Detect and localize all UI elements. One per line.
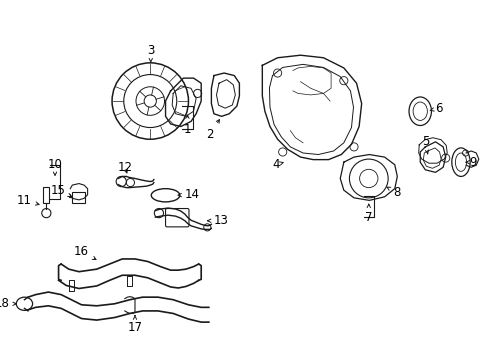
Text: 9: 9 xyxy=(465,156,476,169)
Text: 3: 3 xyxy=(147,44,154,62)
Text: 17: 17 xyxy=(127,316,142,334)
Text: 18: 18 xyxy=(0,297,16,310)
Text: 10: 10 xyxy=(47,158,62,175)
Text: 8: 8 xyxy=(386,186,400,199)
Text: 5: 5 xyxy=(421,135,428,154)
Text: 16: 16 xyxy=(74,245,96,260)
Text: 14: 14 xyxy=(178,188,199,201)
Text: 12: 12 xyxy=(117,161,132,174)
Text: 15: 15 xyxy=(50,184,71,197)
Text: 11: 11 xyxy=(17,194,39,207)
Text: 2: 2 xyxy=(206,120,219,141)
Text: 7: 7 xyxy=(364,204,372,224)
Text: 1: 1 xyxy=(183,115,191,136)
Text: 4: 4 xyxy=(272,158,283,171)
Text: 13: 13 xyxy=(207,214,228,227)
Bar xyxy=(72,192,84,203)
Bar xyxy=(43,186,49,203)
Text: 6: 6 xyxy=(429,102,442,115)
